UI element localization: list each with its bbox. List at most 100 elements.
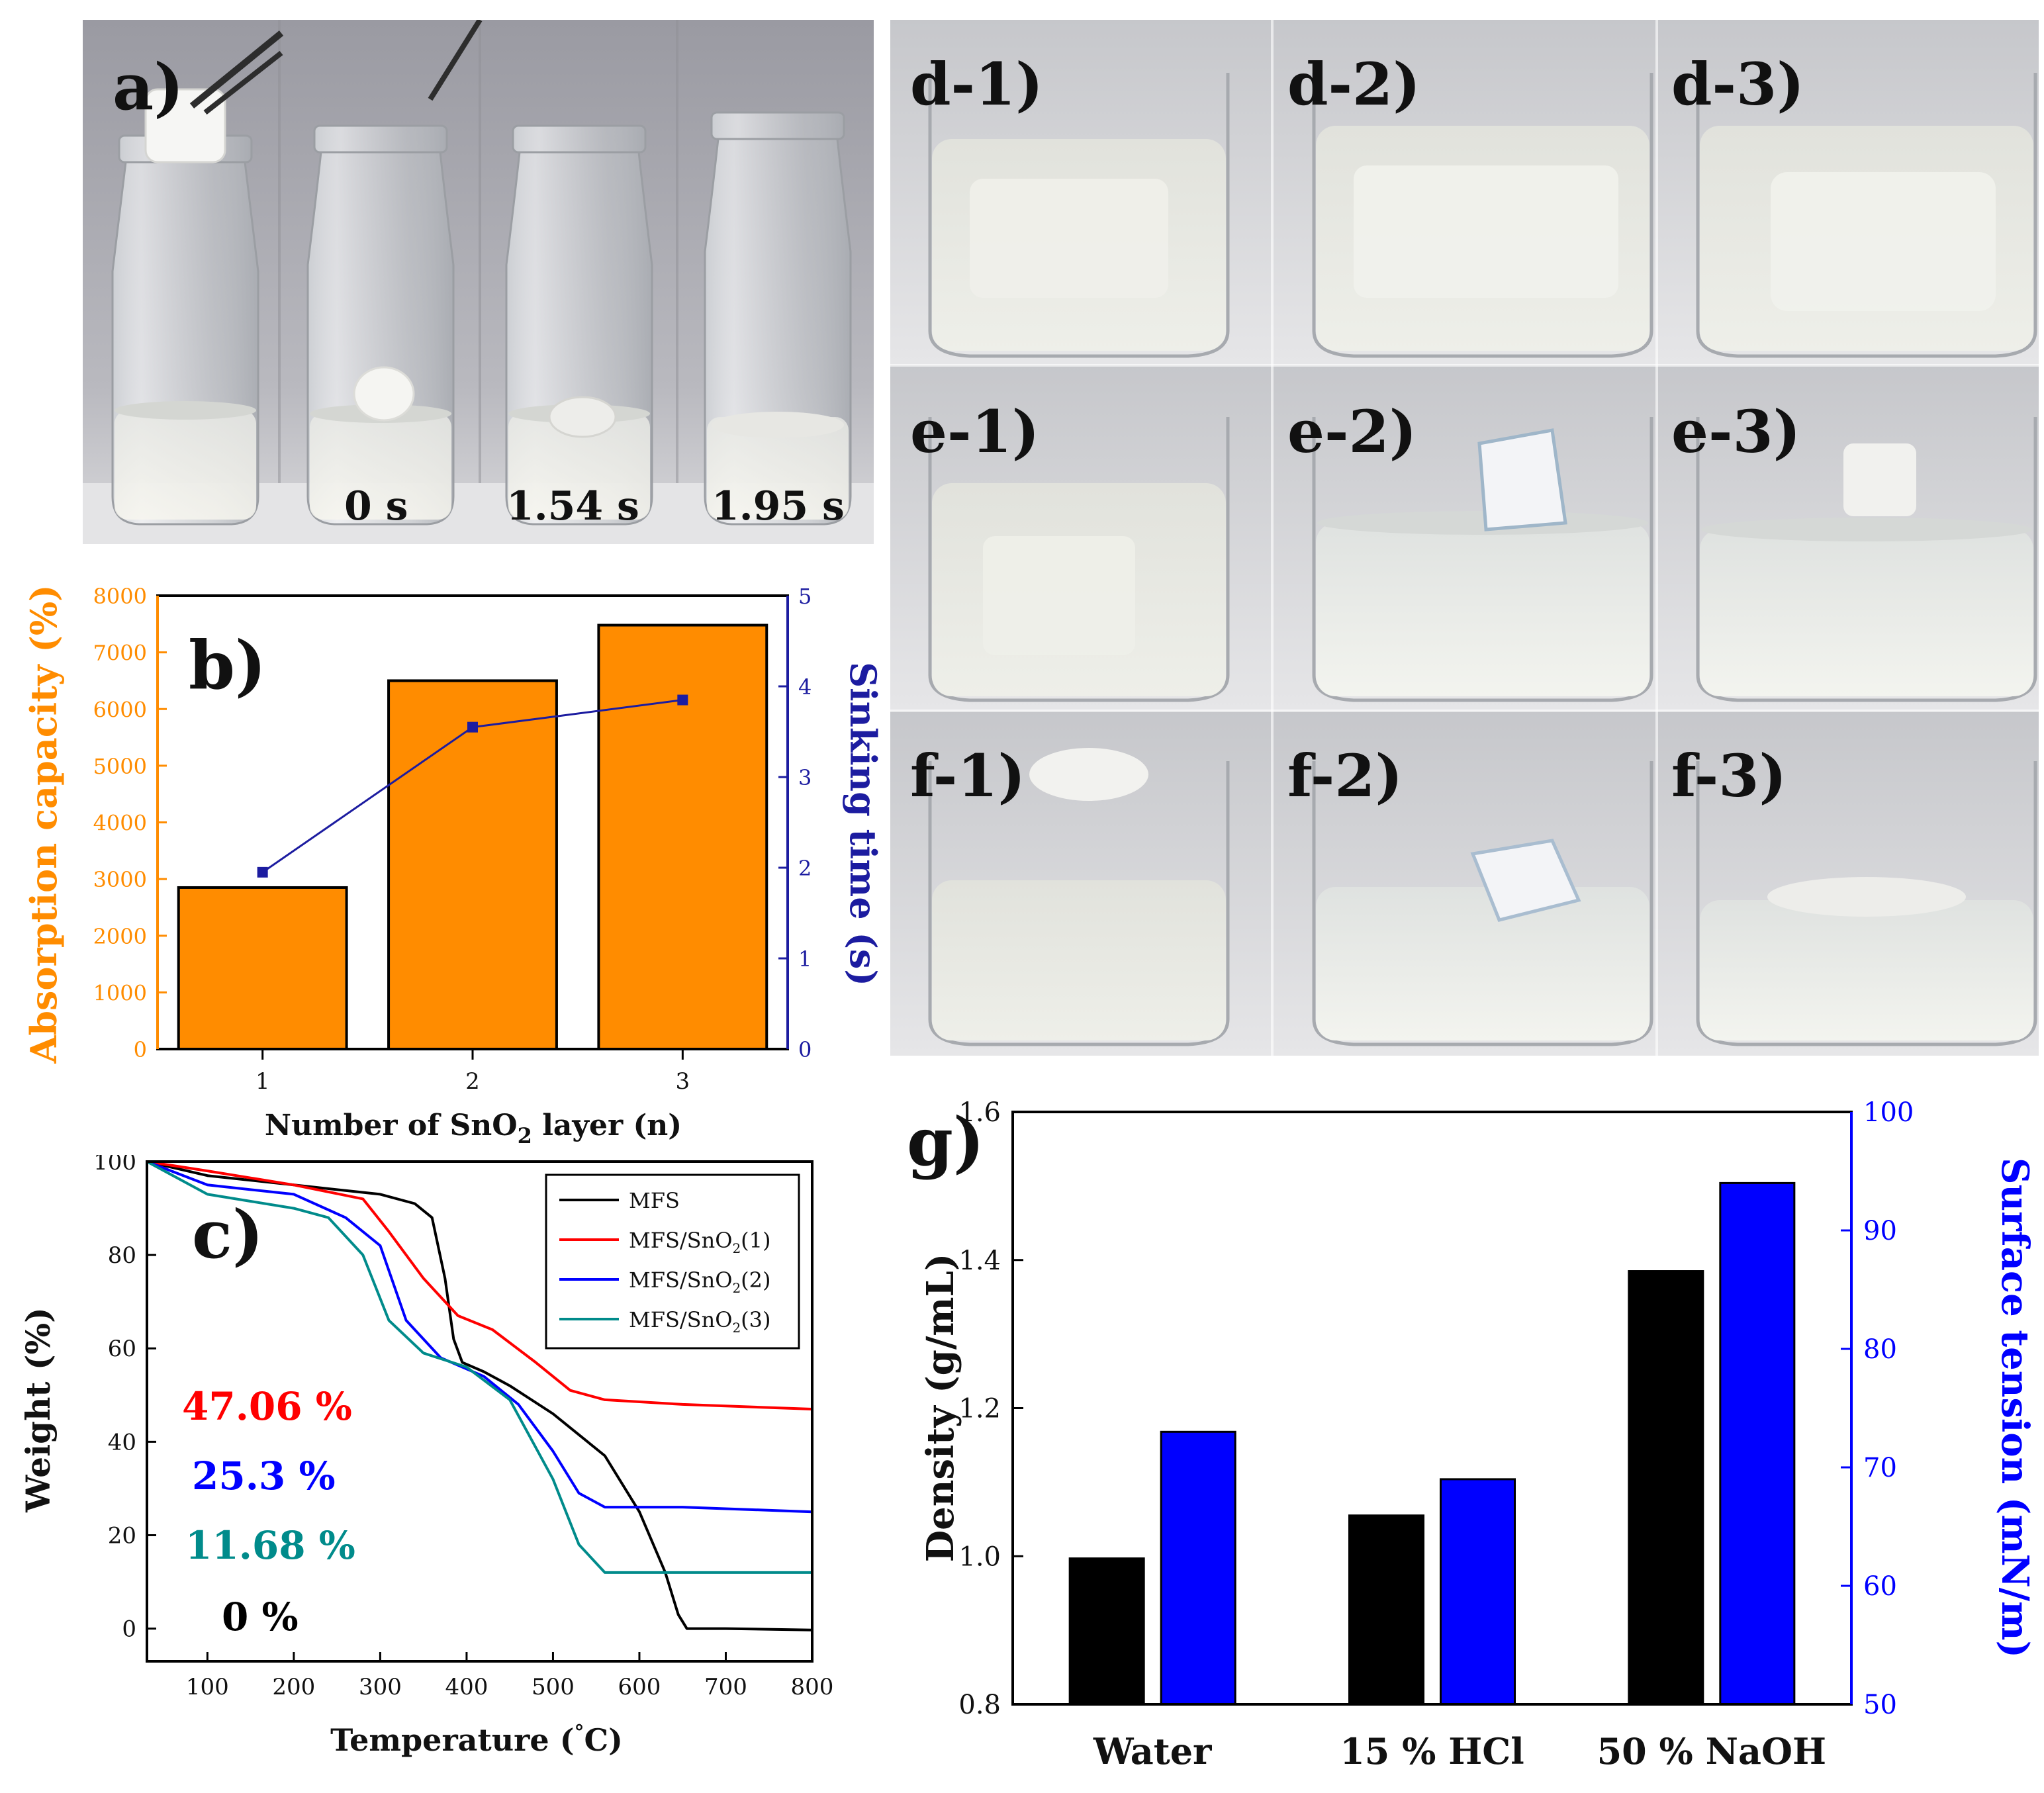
chart-c-ytick-label: 80 [108, 1242, 136, 1269]
chart-b-ytick-label: 2000 [93, 924, 147, 949]
chart-g-y2tick-label: 70 [1863, 1453, 1897, 1483]
chart-b-xlabel-part1: Number of SnO [265, 1109, 518, 1142]
legend-label-sno2-3: MFS/SnO2(3) [629, 1307, 771, 1336]
label-e3: e-3) [1671, 397, 1801, 466]
chart-c-xtick-label: 500 [532, 1674, 575, 1700]
time-label-1-54s: 1.54 s [506, 483, 639, 529]
chart-c-xlabel: Temperature (°C) [330, 1721, 623, 1758]
chart-g-ytick-label: 1.6 [958, 1097, 1001, 1128]
chart-c-xlabel-deg: ° [574, 1721, 584, 1744]
chart-b-y2tick-label: 1 [798, 946, 812, 972]
time-label-0s: 0 s [344, 483, 408, 529]
beaker-d3 [1696, 73, 2037, 358]
chart-c-xtick-label: 700 [704, 1674, 747, 1700]
legend-label-sno2-2-sub: 2 [732, 1280, 741, 1296]
legend-label-sno2-3-base: MFS/SnO [629, 1307, 732, 1332]
chart-b-xtick-label: 2 [465, 1068, 480, 1095]
chart-b-bar [387, 679, 558, 1050]
chart-b-y2label: Sinking time (s) [842, 662, 884, 986]
label-f1: f-1) [910, 741, 1026, 810]
chart-g-density-bar [1348, 1514, 1424, 1706]
chart-c-frame [146, 1160, 813, 1663]
chart-b-ytick-label: 7000 [93, 641, 147, 666]
label-d2: d-2) [1287, 50, 1420, 118]
label-d3: d-3) [1671, 50, 1804, 118]
beaker-f2 [1312, 761, 1653, 1046]
legend-label-sno2-1-sub: 2 [732, 1240, 741, 1256]
chart-b-panel-label: b) [189, 626, 266, 704]
chart-c-ytick-label: 0 [122, 1616, 136, 1643]
beaker-e3 [1696, 417, 2037, 702]
chart-c-ytick-label: 40 [108, 1429, 136, 1455]
panel-def-photo-grid: d-1) d-2) d-3) e-1) e-2) e-3) f-1) f-2) … [890, 20, 2039, 1056]
chart-g-y2tick-label: 50 [1863, 1690, 1897, 1720]
chart-b-y2tick-label: 3 [798, 765, 812, 790]
chart-c-xtick-label: 800 [791, 1674, 834, 1700]
chart-g-y2tick-label: 90 [1863, 1216, 1897, 1246]
legend-label-mfs: MFS [629, 1188, 680, 1213]
legend-label-sno2-2: MFS/SnO2(2) [629, 1267, 771, 1296]
chart-g-xtick-label: 15 % HCl [1340, 1730, 1524, 1772]
legend-label-sno2-1-n: (1) [741, 1228, 770, 1253]
chart-g-panel-label: g) [907, 1103, 984, 1181]
beaker-e2 [1312, 417, 1653, 702]
chart-c-series-line [146, 1160, 813, 1632]
bottle-1 [111, 30, 284, 526]
beaker-d2 [1312, 73, 1653, 358]
annotation-mfs-residue: 0 % [222, 1594, 299, 1639]
chart-g-ytick-label: 0.8 [958, 1690, 1001, 1720]
bottle-2 [306, 20, 483, 526]
chart-c-ytick-label: 60 [108, 1336, 136, 1362]
chart-b-xlabel: Number of SnO2 layer (n) [265, 1109, 682, 1148]
chart-b-y2tick-label: 4 [798, 674, 812, 700]
chart-b-y2tick-label: 0 [798, 1037, 812, 1062]
chart-c-series-line [146, 1160, 813, 1410]
beaker-f1 [928, 748, 1230, 1046]
chart-c-xlabel-part1: Temperature ( [330, 1722, 574, 1758]
annotation-sno2-3-residue: 11.68 % [185, 1523, 355, 1568]
chart-c-xtick-label: 200 [272, 1674, 315, 1700]
chart-g-density-bar [1628, 1270, 1704, 1706]
chart-g: 0.8 1.0 1.2 1.4 1.6 50 60 70 80 90 100 Water 15 % … [907, 1097, 2037, 1772]
chart-c-ytick-label: 20 [108, 1522, 136, 1549]
chart-b-ytick-label: 3000 [93, 867, 147, 892]
chart-b-bar [177, 886, 348, 1050]
chart-g-y2tick-label: 80 [1863, 1334, 1897, 1365]
chart-c-ytick-label: 100 [93, 1155, 136, 1175]
chart-b-xlabel-part2: layer (n) [532, 1109, 682, 1142]
label-f3: f-3) [1671, 741, 1787, 810]
beaker-f3 [1696, 761, 2037, 1046]
annotation-sno2-2-residue: 25.3 % [192, 1453, 336, 1498]
chart-b-bar [597, 623, 768, 1050]
chart-g-surface-tension-bar [1160, 1430, 1236, 1706]
chart-b-sinking-point [677, 694, 688, 706]
chart-c: 0 20 40 60 80 100 100 200 300 400 500 600 700 800 c)… [19, 1155, 834, 1758]
legend-label-sno2-1-base: MFS/SnO [629, 1228, 732, 1253]
chart-b-ytick-label: 1000 [93, 980, 147, 1005]
chart-b: 0 1000 2000 3000 4000 5000 6000 7000 8000 0 1 2 3 4 5… [23, 584, 884, 1148]
chart-c-xtick-label: 600 [618, 1674, 661, 1700]
chart-g-density-bar [1068, 1557, 1145, 1706]
chart-b-ytick-label: 5000 [93, 754, 147, 779]
bottle-4 [704, 111, 852, 526]
annotation-sno2-1-residue: 47.06 % [182, 1384, 352, 1429]
beaker-e1 [928, 417, 1230, 702]
chart-g-xtick-label: 50 % NaOH [1597, 1730, 1826, 1772]
chart-b-ytick-label: 0 [134, 1037, 147, 1062]
chart-c-ylabel: Weight (%) [19, 1307, 58, 1513]
label-d1: d-1) [910, 50, 1043, 118]
chart-b-y2tick-label: 2 [798, 856, 812, 881]
chart-g-ytick-label: 1.0 [958, 1541, 1001, 1572]
label-e2: e-2) [1287, 397, 1417, 466]
chart-b-ytick-label: 8000 [93, 584, 147, 609]
label-f2: f-2) [1287, 741, 1403, 810]
chart-b-ytick-label: 4000 [93, 811, 147, 836]
chart-b-xtick-label: 1 [256, 1068, 270, 1095]
chart-g-y2label: Surface tension (mN/m) [1993, 1158, 2037, 1658]
chart-g-ylabel: Density (g/mL) [919, 1254, 962, 1563]
chart-b-xlabel-sub: 2 [518, 1123, 532, 1148]
chart-c-xtick-label: 300 [359, 1674, 402, 1700]
chart-c-legend: MFS MFS/SnO2(1) MFS/SnO2(2) MFS/SnO2(3) [545, 1173, 800, 1350]
label-e1: e-1) [910, 397, 1040, 466]
chart-c-series-line [146, 1160, 813, 1514]
